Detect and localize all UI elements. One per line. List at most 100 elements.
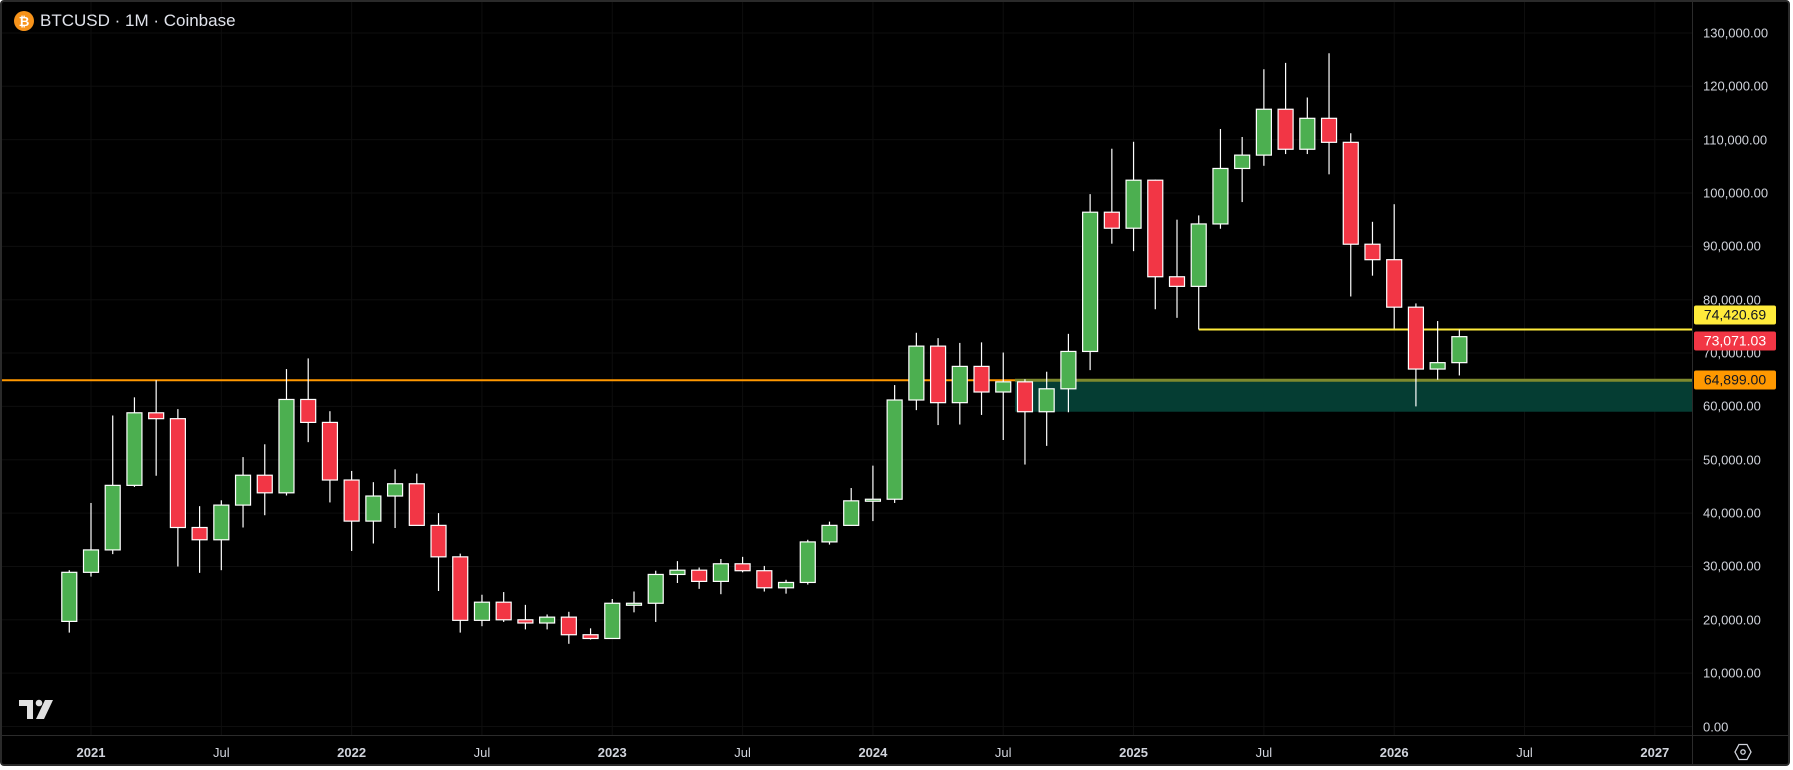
candle-up[interactable] <box>864 498 882 502</box>
candle-up[interactable] <box>1190 223 1207 287</box>
price-tick: 0.00 <box>1703 719 1729 734</box>
candle-down[interactable] <box>343 479 360 522</box>
price-tick: 40,000.00 <box>1703 505 1761 521</box>
candle-up[interactable] <box>82 549 100 573</box>
candle-down[interactable] <box>321 421 339 481</box>
price-label: 74,420.69 <box>1694 305 1776 325</box>
candle-down[interactable] <box>495 601 512 621</box>
candle-up[interactable] <box>799 541 816 584</box>
candle-down[interactable] <box>1147 179 1164 278</box>
candle-up[interactable] <box>647 573 664 604</box>
candle-down[interactable] <box>1168 276 1186 287</box>
price-axis[interactable]: 130,000.00 120,000.00 110,000.00 100,000.00… <box>1692 2 1788 735</box>
candle-up[interactable] <box>669 569 686 576</box>
price-label: 73,071.03 <box>1694 331 1776 351</box>
candle-up[interactable] <box>1299 117 1316 150</box>
candle-up[interactable] <box>1038 388 1055 413</box>
candle-down[interactable] <box>430 524 447 558</box>
candle-up[interactable] <box>843 500 860 526</box>
price-label: 64,899.00 <box>1694 370 1776 390</box>
candle-down[interactable] <box>169 418 186 529</box>
candle-down[interactable] <box>582 634 599 640</box>
time-label: Jul <box>994 745 1012 760</box>
candle-up[interactable] <box>365 495 382 522</box>
candle-up[interactable] <box>1234 154 1251 170</box>
chart-settings-icon[interactable] <box>1733 742 1753 762</box>
candle-down[interactable] <box>1364 243 1381 261</box>
bitcoin-logo-icon: ₿ <box>14 11 34 31</box>
candle-down[interactable] <box>691 569 708 582</box>
candle-down[interactable] <box>191 526 208 541</box>
candle-up[interactable] <box>625 602 643 606</box>
candle-down[interactable] <box>256 474 273 494</box>
candle-down[interactable] <box>1386 259 1403 308</box>
symbol-legend[interactable]: ₿ BTCUSD · 1M · Coinbase <box>14 11 236 31</box>
price-tick: 50,000.00 <box>1703 452 1761 468</box>
candle-up[interactable] <box>61 571 78 623</box>
price-tick: 90,000.00 <box>1703 238 1761 254</box>
candle-down[interactable] <box>452 556 469 621</box>
candle-up[interactable] <box>1451 336 1468 364</box>
candle-up[interactable] <box>126 412 143 486</box>
candle-down[interactable] <box>148 412 165 420</box>
chart-plot-area[interactable]: ₿ BTCUSD · 1M · Coinbase <box>2 2 1786 735</box>
price-tick: 100,000.00 <box>1703 185 1769 201</box>
candle-up[interactable] <box>712 563 729 582</box>
time-label: Jul <box>1255 745 1273 760</box>
candle-down[interactable] <box>734 563 751 572</box>
candle-up[interactable] <box>886 399 903 500</box>
candle-up[interactable] <box>213 504 230 541</box>
time-label: 2027 <box>1640 745 1670 760</box>
candle-up[interactable] <box>1082 211 1099 353</box>
candle-down[interactable] <box>1342 141 1359 245</box>
candle-up[interactable] <box>539 616 556 624</box>
candle-down[interactable] <box>1407 306 1425 370</box>
candle-up[interactable] <box>386 483 404 497</box>
symbol-title: BTCUSD · 1M · Coinbase <box>40 11 236 30</box>
candle-down[interactable] <box>1016 381 1034 413</box>
candle-down[interactable] <box>929 345 947 404</box>
price-tick: 110,000.00 <box>1703 132 1768 148</box>
candle-up[interactable] <box>1429 362 1446 370</box>
price-tick: 10,000.00 <box>1703 665 1761 681</box>
candle-down[interactable] <box>408 483 425 526</box>
demand-zone[interactable] <box>1014 380 1692 412</box>
time-label: 2023 <box>597 745 627 760</box>
time-label: Jul <box>473 745 491 760</box>
candle-up[interactable] <box>821 524 838 543</box>
time-label: 2026 <box>1379 745 1409 760</box>
time-axis[interactable]: 2021 Jul 2022 Jul 2023 Jul 2024 Jul 2025 Jul 2026 J… <box>2 735 1692 764</box>
candle-up[interactable] <box>995 381 1012 393</box>
candle-up[interactable] <box>951 365 968 404</box>
candle-up[interactable] <box>234 474 252 506</box>
candle-up[interactable] <box>908 345 925 401</box>
tradingview-logo-icon[interactable] <box>17 697 57 721</box>
candle-down[interactable] <box>517 619 534 624</box>
time-label: Jul <box>734 745 751 760</box>
candle-down[interactable] <box>1103 211 1120 229</box>
candle-down[interactable] <box>300 398 317 424</box>
time-label: Jul <box>1516 745 1533 760</box>
candle-up[interactable] <box>777 581 795 589</box>
candlestick-chart[interactable] <box>2 2 1786 735</box>
candle-up[interactable] <box>1060 350 1077 390</box>
candle-down[interactable] <box>756 570 773 589</box>
candle-down[interactable] <box>1277 108 1294 150</box>
candle-down[interactable] <box>560 616 577 636</box>
candle-up[interactable] <box>1255 108 1272 156</box>
axis-corner <box>1692 735 1788 764</box>
candle-up[interactable] <box>278 398 295 494</box>
price-tick: 80,000.00 <box>1703 292 1761 308</box>
candle-up[interactable] <box>104 484 121 551</box>
candle-up[interactable] <box>1212 167 1229 225</box>
candle-up[interactable] <box>473 601 491 621</box>
candle-up[interactable] <box>1125 179 1142 229</box>
candle-down[interactable] <box>1320 117 1338 143</box>
price-tick: 120,000.00 <box>1703 78 1769 94</box>
candle-down[interactable] <box>973 365 990 393</box>
candle-up[interactable] <box>604 602 621 640</box>
price-tick: 30,000.00 <box>1703 558 1761 574</box>
price-tick: 130,000.00 <box>1703 25 1769 41</box>
time-label: Jul <box>213 745 230 760</box>
